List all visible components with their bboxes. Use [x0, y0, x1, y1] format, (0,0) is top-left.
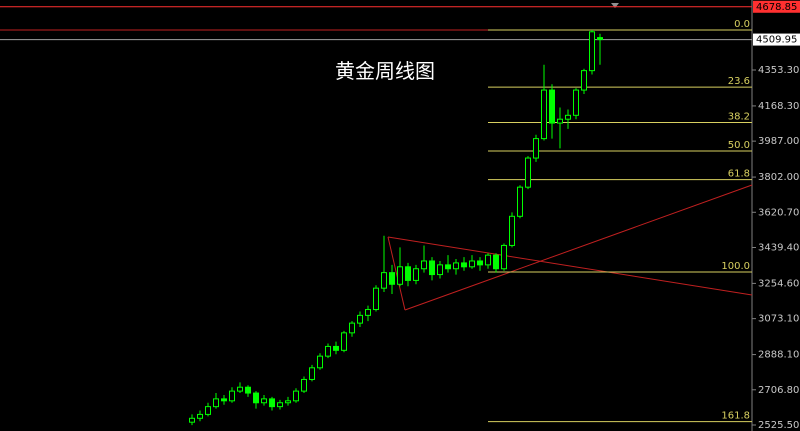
y-tick-label: 3073.10 — [758, 314, 799, 325]
fib-label: 0.0 — [734, 19, 750, 30]
candle-body — [405, 266, 411, 281]
candle-body — [285, 400, 291, 404]
candle-body — [549, 89, 555, 124]
trend-line — [387, 236, 406, 311]
candle-body — [365, 309, 371, 316]
candle-body — [533, 138, 539, 159]
candle-body — [245, 386, 251, 394]
candle-body — [317, 355, 323, 369]
y-tick-label: 3620.70 — [758, 207, 799, 218]
price-tag — [753, 33, 800, 46]
price-tag-label: 4509.95 — [756, 35, 797, 46]
y-tick-label: 2525.50 — [758, 420, 799, 431]
candle-body — [261, 398, 267, 404]
candle-body — [221, 398, 227, 402]
candle-body — [349, 322, 355, 334]
y-tick-label: 3439.40 — [758, 242, 799, 253]
candle-body — [333, 345, 339, 351]
fib-label: 161.8 — [721, 411, 750, 422]
candle-body — [229, 390, 235, 402]
candle-body — [541, 89, 547, 140]
candle-body — [597, 37, 603, 41]
candle-body — [525, 157, 531, 188]
candle-body — [493, 254, 499, 270]
candle-body — [581, 70, 587, 91]
candle-body — [237, 386, 243, 392]
fib-label: 100.0 — [721, 261, 750, 272]
candle-body — [189, 417, 195, 423]
fib-label: 38.2 — [728, 111, 750, 122]
chart-title: 黄金周线图 — [335, 59, 435, 83]
trend-line — [404, 184, 753, 311]
fib-label: 50.0 — [728, 140, 750, 151]
candle-body — [437, 264, 443, 276]
candle-body — [557, 118, 563, 124]
candle-body — [357, 314, 363, 324]
candle-body — [269, 398, 275, 408]
candle-body — [389, 272, 395, 285]
fib-label: 61.8 — [728, 169, 750, 180]
price-tag-label: 4678.85 — [756, 2, 797, 13]
period-marker — [611, 3, 619, 8]
candle-body — [501, 244, 507, 270]
candle-body — [373, 287, 379, 311]
y-tick-label: 3254.60 — [758, 278, 799, 289]
candle-body — [253, 392, 259, 404]
candle-body — [197, 413, 203, 419]
candle-body — [325, 345, 331, 357]
candle-body — [517, 186, 523, 217]
y-tick-label: 3987.00 — [758, 136, 799, 147]
candle-body — [277, 402, 283, 408]
candle-body — [485, 254, 491, 266]
y-tick-label: 4353.30 — [758, 65, 799, 76]
candle-body — [421, 260, 427, 270]
candle-body — [413, 268, 419, 281]
candle-body — [445, 264, 451, 270]
candle-body — [301, 378, 307, 392]
candle-body — [397, 266, 403, 285]
candle-body — [573, 89, 579, 116]
candle-body — [205, 406, 211, 415]
candle-body — [565, 114, 571, 120]
trend-line — [387, 236, 753, 296]
candle-body — [293, 390, 299, 402]
candle-body — [429, 260, 435, 276]
candle-body — [509, 215, 515, 246]
y-tick-label: 2706.80 — [758, 385, 799, 396]
y-tick-label: 2888.10 — [758, 350, 799, 361]
candle-body — [381, 272, 387, 289]
y-tick-label: 4168.30 — [758, 101, 799, 112]
candle-body — [453, 262, 459, 270]
y-tick-label: 3802.00 — [758, 172, 799, 183]
price-tag — [753, 0, 800, 13]
fib-label: 23.6 — [728, 76, 750, 87]
candle-body — [213, 398, 219, 408]
candle-body — [589, 31, 595, 72]
candle-body — [309, 367, 315, 380]
candle-body — [469, 260, 475, 268]
candle-body — [341, 332, 347, 351]
candle-body — [477, 260, 483, 266]
candle-body — [461, 262, 467, 268]
